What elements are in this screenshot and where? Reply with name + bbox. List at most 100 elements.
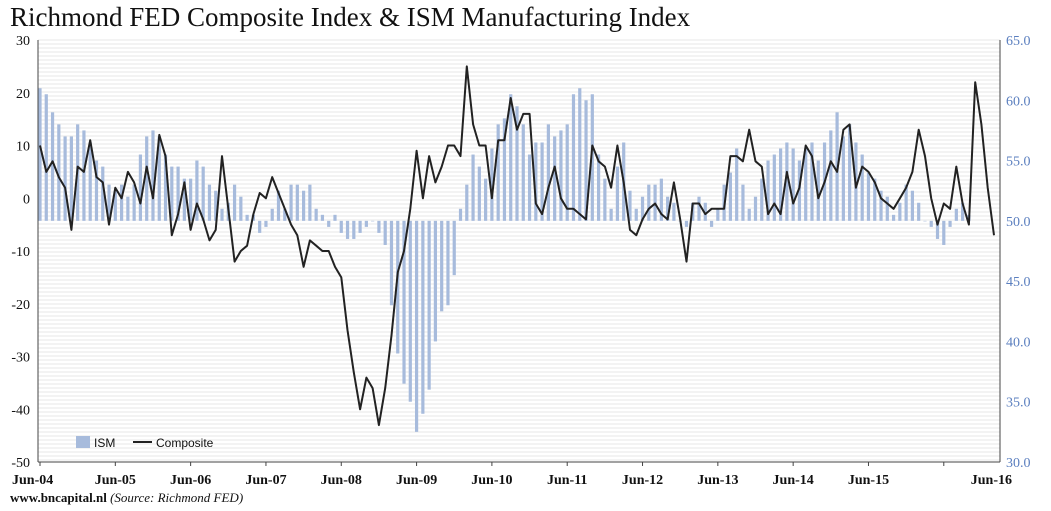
x-tick-label: Jun-04 <box>12 473 53 488</box>
ism-bar <box>302 190 306 221</box>
ism-bar <box>546 124 550 221</box>
ism-bar <box>484 178 488 221</box>
ism-bar <box>791 148 795 221</box>
ism-bar <box>553 136 557 221</box>
ism-bar <box>452 220 456 276</box>
composite-line <box>39 65 995 427</box>
ism-bar <box>38 88 42 221</box>
ism-bar <box>697 196 701 221</box>
ism-bar <box>628 190 632 221</box>
right-tick-label: 65.0 <box>1006 34 1031 49</box>
ism-bar <box>157 136 161 221</box>
ism-bar <box>709 220 714 227</box>
ism-bar <box>659 178 663 221</box>
ism-bar <box>289 184 293 221</box>
x-tick-label: Jun-07 <box>245 473 286 488</box>
ism-bar <box>471 154 475 221</box>
ism-bar <box>414 220 419 432</box>
ism-bar <box>590 94 594 221</box>
ism-bar <box>753 196 758 221</box>
ism-bar <box>954 208 958 221</box>
ism-bar <box>308 184 312 221</box>
ism-bar <box>427 220 431 390</box>
ism-bar <box>728 172 732 221</box>
ism-bar <box>609 208 613 221</box>
ism-bar <box>345 220 350 239</box>
ism-bar <box>797 160 802 221</box>
ism-bar <box>107 184 111 221</box>
ism-bar <box>245 214 249 221</box>
ism-bar <box>879 190 883 221</box>
ism-bar <box>113 190 117 221</box>
ism-bar <box>634 208 638 221</box>
ism-bar <box>371 220 375 222</box>
ism-bar <box>816 160 820 221</box>
x-tick-label: Jun-10 <box>471 473 512 488</box>
ism-bar <box>283 208 287 221</box>
left-tick-label: -20 <box>11 298 30 313</box>
ism-bar <box>948 220 952 227</box>
ism-bar <box>534 142 538 221</box>
ism-bar <box>258 220 262 233</box>
ism-bar <box>559 130 563 221</box>
ism-bar <box>866 172 871 221</box>
x-tick-label: Jun-11 <box>547 473 587 488</box>
ism-bar <box>264 220 268 227</box>
left-tick-label: -40 <box>11 403 30 418</box>
ism-bar <box>82 130 86 221</box>
ism-bar <box>126 196 130 221</box>
ism-bar <box>804 148 808 221</box>
ism-bar <box>917 202 921 221</box>
x-tick-label: Jun-06 <box>170 473 211 488</box>
legend-ism-label: ISM <box>94 436 115 450</box>
ism-bar <box>402 220 406 384</box>
ism-bar <box>596 154 601 221</box>
ism-bar <box>421 220 425 414</box>
composite-line-group <box>39 65 995 427</box>
ism-bar <box>458 208 463 221</box>
ism-bar <box>848 124 852 221</box>
ism-bar <box>785 142 789 221</box>
ism-bar <box>44 94 48 221</box>
ism-bar <box>477 166 481 221</box>
ism-bar <box>320 214 325 221</box>
ism-bar <box>170 166 174 221</box>
ism-bar <box>327 220 331 227</box>
right-tick-label: 45.0 <box>1006 275 1031 290</box>
ism-bar <box>358 220 362 233</box>
ism-bar <box>333 214 337 221</box>
ism-bar <box>352 220 356 239</box>
left-tick-label: 30 <box>16 34 30 49</box>
right-tick-label: 60.0 <box>1006 94 1031 109</box>
gridlines <box>38 39 1000 461</box>
ism-bar <box>276 190 281 221</box>
left-axis-ticks: 30 20 10 0 -10 -20 -30 -40 -50 <box>11 34 30 471</box>
ism-bar <box>440 220 444 312</box>
ism-bar <box>904 184 908 221</box>
right-tick-label: 30.0 <box>1006 456 1031 471</box>
ism-bar <box>490 148 494 221</box>
left-tick-label: -30 <box>11 351 30 366</box>
ism-bar <box>377 220 381 233</box>
ism-bar <box>389 220 394 306</box>
ism-bar <box>672 202 676 221</box>
ism-bar <box>101 166 105 221</box>
ism-bar <box>132 184 136 221</box>
ism-bar <box>760 178 764 221</box>
right-tick-label: 50.0 <box>1006 215 1031 230</box>
footer-source: (Source: Richmond FED) <box>110 490 244 505</box>
ism-bar <box>772 154 776 221</box>
ism-bar <box>923 220 927 222</box>
ism-bar <box>207 184 212 221</box>
footer-site: www.bncapital.nl <box>10 490 107 505</box>
ism-bar <box>195 160 199 221</box>
ism-bar <box>515 106 519 221</box>
ism-bar <box>571 94 576 221</box>
ism-bar <box>151 130 155 221</box>
right-axis-ticks: 65.0 60.0 55.0 50.0 45.0 40.0 35.0 30.0 <box>1006 34 1031 471</box>
ism-bar <box>63 136 67 221</box>
ism-bar <box>214 190 218 221</box>
left-tick-label: 0 <box>23 192 30 207</box>
ism-bar <box>383 220 387 245</box>
ism-bar <box>666 196 670 221</box>
